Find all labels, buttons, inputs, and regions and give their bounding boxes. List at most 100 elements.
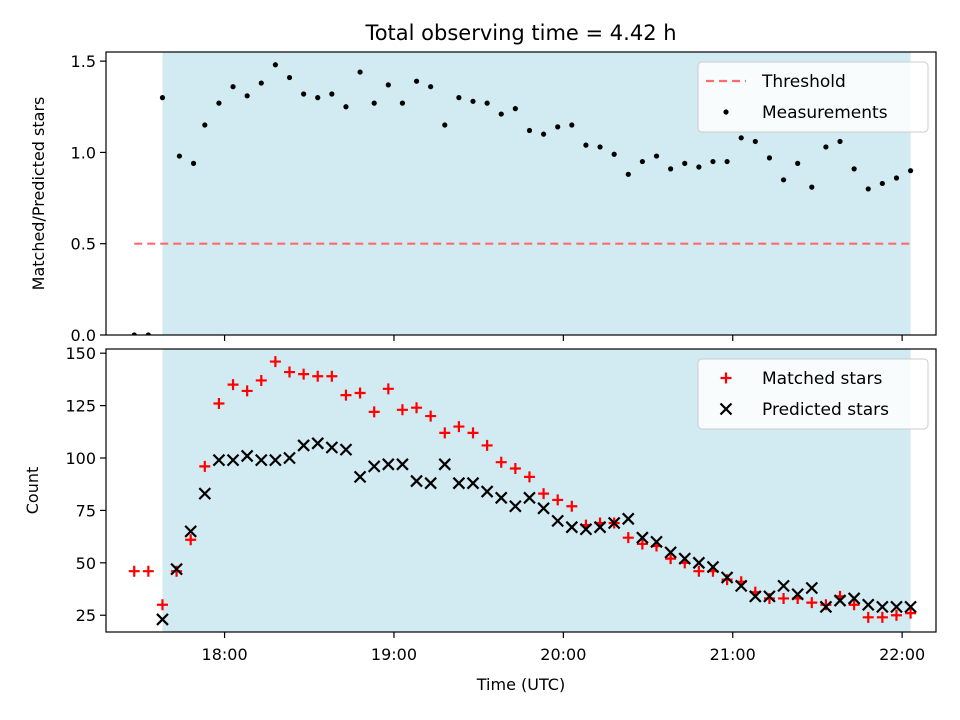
- matched-point: [312, 370, 324, 382]
- predicted-point: [579, 523, 593, 536]
- predicted-point: [904, 600, 917, 614]
- data-point: [343, 104, 349, 110]
- data-point: [907, 168, 914, 174]
- data-point: [611, 151, 617, 157]
- predicted-point: [734, 579, 748, 593]
- matched-point: [269, 356, 281, 368]
- predicted-point: [494, 491, 508, 505]
- predicted-point: [452, 476, 466, 490]
- predicted-point: [325, 441, 339, 454]
- y-tick-label: 0.5: [71, 235, 96, 254]
- data-point: [682, 160, 688, 166]
- matched-point: [721, 574, 733, 586]
- data-point: [555, 124, 561, 130]
- data-point: [216, 100, 222, 106]
- legend-label: Threshold: [761, 72, 846, 92]
- y-tick-label: 100: [65, 449, 96, 468]
- predicted-point: [254, 453, 268, 467]
- predicted-point: [650, 535, 663, 549]
- matched-point: [566, 500, 578, 512]
- legend-swatch: [723, 109, 729, 115]
- matched-point: [156, 599, 168, 611]
- y-tick-label: 75: [76, 501, 96, 520]
- predicted-point: [805, 581, 819, 595]
- matched-point: [185, 534, 197, 546]
- matched-point: [848, 599, 860, 611]
- legend: Threshold Measurements: [697, 61, 929, 133]
- data-point: [286, 74, 293, 81]
- predicted-point: [184, 525, 197, 538]
- predicted-point: [240, 449, 254, 463]
- y-axis-label: Count: [23, 467, 42, 515]
- data-point: [413, 78, 420, 84]
- predicted-point: [523, 491, 536, 505]
- predicted-point: [890, 600, 903, 614]
- matched-point: [128, 565, 140, 577]
- predicted-point: [156, 613, 169, 626]
- matched-point: [509, 462, 521, 474]
- data-point: [329, 91, 335, 97]
- predicted-point: [861, 598, 875, 612]
- predicted-point: [622, 512, 635, 526]
- data-point: [315, 95, 321, 101]
- data-point: [244, 93, 250, 99]
- predicted-point: [339, 443, 353, 456]
- matched-point: [354, 387, 366, 399]
- matched-point: [326, 370, 338, 382]
- predicted-point: [706, 560, 720, 574]
- matched-point: [411, 402, 423, 414]
- legend-swatch: [719, 402, 733, 416]
- data-point: [428, 84, 434, 90]
- data-point: [569, 122, 575, 128]
- ratio-panel: 0.0 0.5 1.0 1.5 Matched/Predicted stars Thres…: [29, 51, 937, 345]
- predicted-point: [692, 556, 706, 570]
- predicted-point: [367, 460, 381, 473]
- y-tick-label: 125: [65, 397, 96, 416]
- matched-point: [142, 565, 154, 577]
- predicted-point: [678, 552, 692, 565]
- data-point: [696, 164, 702, 170]
- data-point: [484, 100, 490, 106]
- predicted-point: [565, 520, 579, 534]
- matched-point: [763, 592, 775, 604]
- matched-point: [227, 379, 239, 391]
- data-point: [780, 177, 787, 183]
- data-point: [837, 138, 843, 145]
- matched-point: [523, 471, 535, 483]
- predicted-point: [833, 594, 847, 607]
- matched-point: [467, 427, 479, 439]
- predicted-point: [382, 458, 395, 471]
- legend-box: [697, 61, 929, 133]
- predicted-point: [353, 470, 367, 484]
- matched-point: [213, 398, 225, 410]
- matched-point: [453, 421, 465, 433]
- y-tick-label: 1.5: [71, 52, 96, 71]
- data-point: [190, 160, 197, 166]
- predicted-point: [664, 546, 677, 559]
- matched-point: [481, 439, 493, 451]
- data-point: [456, 95, 462, 101]
- data-point: [752, 138, 758, 145]
- matched-point: [241, 385, 253, 397]
- predicted-point: [311, 437, 325, 450]
- data-point: [893, 175, 900, 181]
- x-tick-label: 22:00: [879, 645, 925, 664]
- data-point: [639, 158, 645, 165]
- matched-point: [368, 406, 380, 418]
- data-point: [357, 69, 363, 75]
- y-tick-label: 150: [65, 344, 96, 363]
- predicted-point: [551, 514, 564, 528]
- data-point: [498, 111, 504, 117]
- data-point: [258, 80, 264, 86]
- matched-point: [382, 383, 394, 395]
- data-point: [668, 166, 674, 172]
- chart-title: Total observing time = 4.42 h: [364, 21, 676, 45]
- data-point: [385, 82, 391, 88]
- plot-area: [131, 62, 914, 335]
- predicted-point: [749, 590, 762, 603]
- matched-point: [298, 368, 310, 380]
- data-point: [512, 106, 518, 112]
- data-point: [272, 62, 278, 68]
- y-tick-label: 25: [76, 606, 96, 625]
- predicted-point: [509, 499, 522, 513]
